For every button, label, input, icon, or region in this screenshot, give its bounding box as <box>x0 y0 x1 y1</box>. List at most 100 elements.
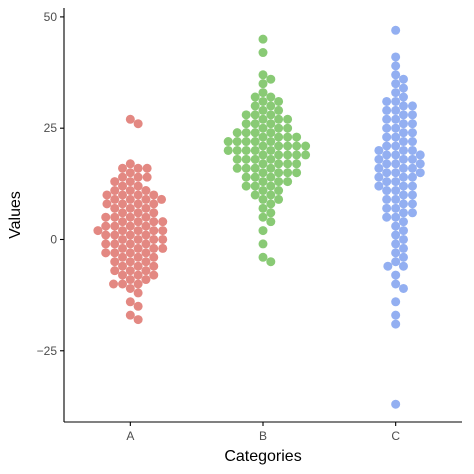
data-point-a <box>118 243 128 253</box>
data-point-b <box>283 141 293 151</box>
data-point-a <box>133 208 143 218</box>
data-point-b <box>266 154 276 164</box>
data-point-c <box>391 123 401 133</box>
data-point-b <box>266 128 276 138</box>
data-point-c <box>391 70 401 80</box>
data-point-c <box>407 110 417 120</box>
data-point-b <box>258 159 268 169</box>
data-point-c <box>383 261 393 271</box>
data-point-c <box>391 212 401 222</box>
data-point-a <box>125 297 135 307</box>
data-point-c <box>398 137 408 147</box>
data-point-a <box>158 243 168 253</box>
data-point-c <box>382 96 392 106</box>
data-point-c <box>391 25 401 35</box>
data-point-c <box>398 252 408 262</box>
data-point-b <box>258 252 268 262</box>
data-point-b <box>241 163 251 173</box>
data-point-c <box>374 163 384 173</box>
data-point-a <box>125 239 135 249</box>
data-point-c <box>407 137 417 147</box>
data-point-a <box>125 248 135 258</box>
data-point-b <box>292 132 302 142</box>
data-point-c <box>398 243 408 253</box>
data-point-b <box>266 163 276 173</box>
x-tick-label: C <box>391 429 400 443</box>
data-point-b <box>274 168 284 178</box>
data-point-b <box>266 217 276 227</box>
data-point-c <box>398 92 408 102</box>
data-point-a <box>133 261 143 271</box>
data-point-b <box>250 145 260 155</box>
data-point-c <box>391 257 401 267</box>
data-point-a <box>125 186 135 196</box>
x-axis-title: Categories <box>224 448 301 465</box>
data-point-a <box>101 239 111 249</box>
data-point-c <box>398 74 408 84</box>
data-point-a <box>118 252 128 262</box>
data-point-a <box>133 119 143 129</box>
data-point-c <box>391 159 401 169</box>
data-point-b <box>250 190 260 200</box>
data-point-a <box>133 315 143 325</box>
data-point-c <box>415 168 425 178</box>
data-point-a <box>149 270 159 280</box>
data-point-b <box>241 145 251 155</box>
y-tick-label: 0 <box>50 232 57 246</box>
data-point-a <box>141 221 151 231</box>
data-point-a <box>118 270 128 280</box>
data-point-a <box>118 217 128 227</box>
data-point-c <box>382 105 392 115</box>
data-point-c <box>398 154 408 164</box>
data-point-a <box>149 217 159 227</box>
data-point-c <box>407 128 417 138</box>
data-point-c <box>391 186 401 196</box>
data-point-b <box>250 101 260 111</box>
data-point-a <box>149 252 159 262</box>
data-point-c <box>398 190 408 200</box>
data-point-c <box>391 194 401 204</box>
data-point-c <box>415 159 425 169</box>
data-point-a <box>149 226 159 236</box>
data-point-a <box>101 248 111 258</box>
data-point-a <box>125 266 135 276</box>
data-point-a <box>102 190 112 200</box>
data-point-a <box>149 208 159 218</box>
data-point-a <box>110 194 120 204</box>
data-point-c <box>382 141 392 151</box>
data-point-b <box>266 181 276 191</box>
data-point-b <box>283 114 293 124</box>
data-point-c <box>391 297 401 307</box>
data-point-c <box>391 141 401 151</box>
data-point-a <box>110 266 120 276</box>
y-tick-label: 25 <box>44 121 58 135</box>
ticks-layer: −25 0 25 50 A B C <box>37 10 401 443</box>
data-point-a <box>118 208 128 218</box>
data-point-b <box>258 226 268 236</box>
data-point-a <box>149 261 159 271</box>
data-point-a <box>118 199 128 209</box>
data-point-a <box>157 194 167 204</box>
data-point-b <box>241 110 251 120</box>
data-point-c <box>391 114 401 124</box>
y-tick-label: 50 <box>44 10 58 24</box>
data-point-c <box>382 150 392 160</box>
data-point-c <box>391 177 401 187</box>
data-point-a <box>110 177 120 187</box>
data-point-b <box>258 186 268 196</box>
data-point-c <box>374 181 384 191</box>
data-point-b <box>250 128 260 138</box>
data-point-b <box>301 150 311 160</box>
data-point-c <box>382 168 392 178</box>
data-point-a <box>149 243 159 253</box>
data-point-b <box>258 70 268 80</box>
data-point-a <box>110 248 120 258</box>
data-point-c <box>398 234 408 244</box>
data-point-b <box>266 92 276 102</box>
data-point-c <box>391 168 401 178</box>
x-tick-label: B <box>259 429 267 443</box>
data-point-b <box>258 212 268 222</box>
data-point-a <box>118 190 128 200</box>
data-point-b <box>258 177 268 187</box>
